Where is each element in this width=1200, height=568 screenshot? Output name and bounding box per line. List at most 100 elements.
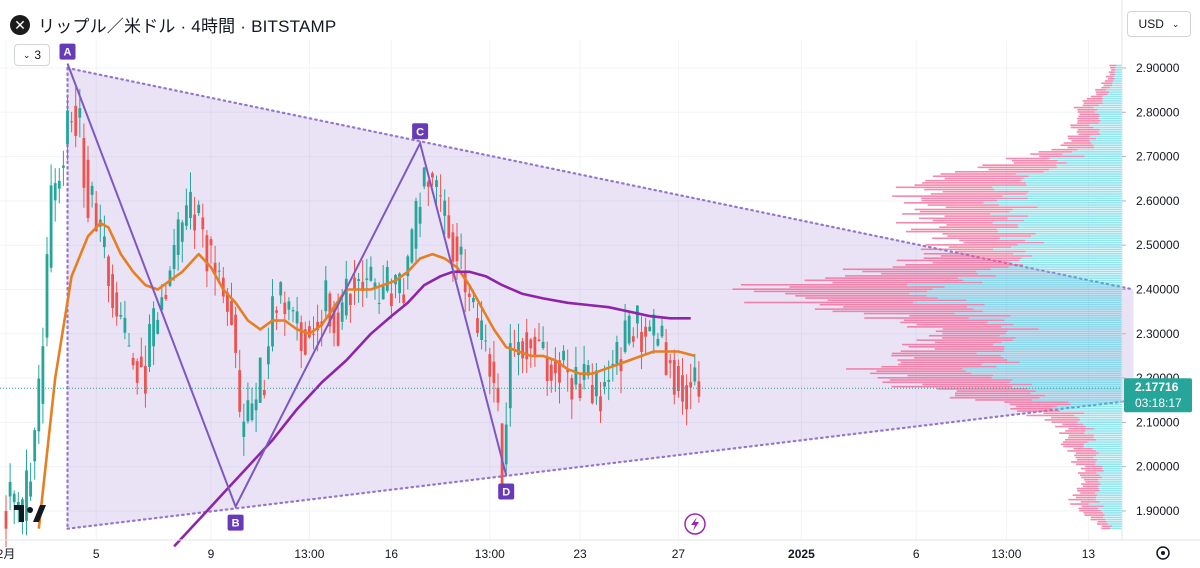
volume-profile-bar-down [891, 385, 1013, 388]
volume-profile-bar-up [992, 221, 1122, 224]
candle-body-down [677, 365, 680, 392]
volume-profile-bar-down [1082, 485, 1099, 488]
symbol-title[interactable]: リップル／米ドル · 4時間 · BITSTAMP [38, 17, 337, 36]
volume-profile-bar-up [1099, 128, 1122, 131]
volume-profile-bar-down [1079, 474, 1100, 477]
volume-profile-bar-up [1097, 458, 1122, 461]
candle-body-up [611, 363, 615, 366]
volume-profile-bar-down [1059, 432, 1085, 434]
volume-profile-bar-down [1051, 148, 1078, 151]
volume-profile-bar-up [926, 295, 1122, 297]
y-tick-label: 1.90000 [1136, 504, 1180, 518]
volume-profile-bar-down [932, 261, 1010, 264]
candle-body-up [603, 381, 606, 387]
volume-profile-bar-up [1000, 354, 1122, 357]
candle-body-down [336, 312, 340, 346]
volume-profile-bar-down [898, 363, 982, 366]
y-tick-label: 2.10000 [1136, 415, 1180, 429]
candle-body-down [496, 387, 500, 403]
volume-profile-bar-down [1038, 151, 1072, 153]
candle-body-up [242, 421, 246, 437]
volume-profile-bar-down [1076, 117, 1099, 120]
volume-profile-bar-up [1084, 155, 1122, 158]
volume-profile-bar-up [991, 377, 1122, 379]
anchor-label-a: A [64, 47, 72, 59]
candle-body-up [422, 167, 426, 187]
candle-body-down [115, 292, 119, 317]
volume-profile-bar-up [1030, 392, 1122, 395]
volume-profile-bar-up [1105, 518, 1122, 521]
volume-profile-bar-up [1109, 86, 1122, 89]
volume-profile-bar-down [827, 299, 967, 302]
volume-profile-bar-down [1104, 80, 1114, 82]
y-tick-label: 2.30000 [1136, 327, 1180, 341]
candle-body-up [623, 320, 627, 352]
volume-profile-bar-up [1025, 250, 1122, 253]
volume-profile-bar-up [982, 310, 1122, 313]
volume-profile-bar-up [1098, 478, 1122, 481]
volume-profile-bar-down [902, 213, 991, 215]
volume-profile-bar-up [999, 237, 1122, 240]
volume-profile-bar-up [1007, 217, 1122, 220]
volume-profile-bar-up [1056, 166, 1122, 169]
volume-profile-bar-down [1051, 421, 1079, 423]
candle-body-down [533, 336, 537, 357]
candle-body-up [484, 340, 488, 342]
volume-profile-bar-up [981, 363, 1122, 366]
volume-profile-bar-down [1077, 472, 1097, 474]
candle-body-down [4, 511, 8, 529]
volume-profile-bar-down [932, 175, 1029, 178]
volume-profile-bar-up [971, 372, 1122, 375]
candle-body-down [144, 365, 147, 394]
volume-profile-bar-up [1093, 427, 1122, 430]
candle-body-up [12, 493, 16, 503]
volume-profile-bar-down [920, 197, 1029, 200]
chevron-down-icon: ⌄ [22, 49, 31, 60]
volume-profile-bar-down [977, 166, 1057, 169]
volume-profile-bar-down [942, 337, 1016, 339]
volume-profile-bar-up [998, 204, 1122, 206]
volume-profile-bar-down [785, 292, 910, 295]
volume-profile-bar-up [1110, 527, 1122, 530]
volume-profile-bar-up [1032, 383, 1122, 386]
candle-body-down [234, 314, 237, 353]
candle-body-up [287, 301, 291, 310]
indicator-toggle-button[interactable]: ⌄ 3 [14, 44, 50, 66]
candle-body-up [127, 345, 131, 347]
volume-profile-bar-up [1005, 332, 1122, 335]
volume-profile-bar-up [1098, 487, 1122, 490]
volume-profile-bar-down [1078, 507, 1099, 510]
candle-body-down [545, 356, 549, 382]
volume-profile-bar-up [1003, 357, 1122, 359]
candle-body-down [549, 364, 553, 381]
currency-selector[interactable]: USD ⌄ [1127, 11, 1191, 37]
volume-profile-bar-up [1023, 177, 1122, 180]
volume-profile-bar-down [1084, 514, 1105, 516]
candle-body-up [250, 403, 254, 420]
volume-profile-bar-up [1114, 66, 1122, 69]
current-price-label: 2.17716 [1135, 380, 1179, 394]
volume-profile-bar-down [877, 377, 992, 379]
volume-profile-bar-down [832, 281, 983, 284]
volume-profile-bar-up [1106, 520, 1122, 523]
candle-body-down [697, 381, 701, 397]
volume-profile-bar-down [881, 272, 978, 275]
volume-profile-bar-up [1096, 439, 1122, 441]
volume-profile-bar-up [1021, 257, 1122, 259]
volume-profile-bar-down [925, 179, 1022, 182]
volume-profile-bar-up [954, 312, 1122, 315]
moving-average-slow [173, 270, 691, 548]
volume-profile-bar-up [1028, 197, 1122, 200]
settings-gear-icon[interactable] [1156, 546, 1170, 560]
candle-body-up [66, 110, 69, 145]
volume-profile-bar-down [975, 399, 1032, 401]
volume-profile-bar-down [919, 210, 1010, 213]
candle-body-up [627, 315, 631, 344]
chevron-down-icon: ⌄ [1171, 18, 1180, 29]
candle-body-down [353, 277, 356, 290]
volume-profile-bar-up [1094, 111, 1122, 113]
candle-body-up [57, 180, 61, 189]
volume-profile-bar-down [896, 221, 993, 224]
volume-profile-bar-up [1039, 396, 1122, 399]
